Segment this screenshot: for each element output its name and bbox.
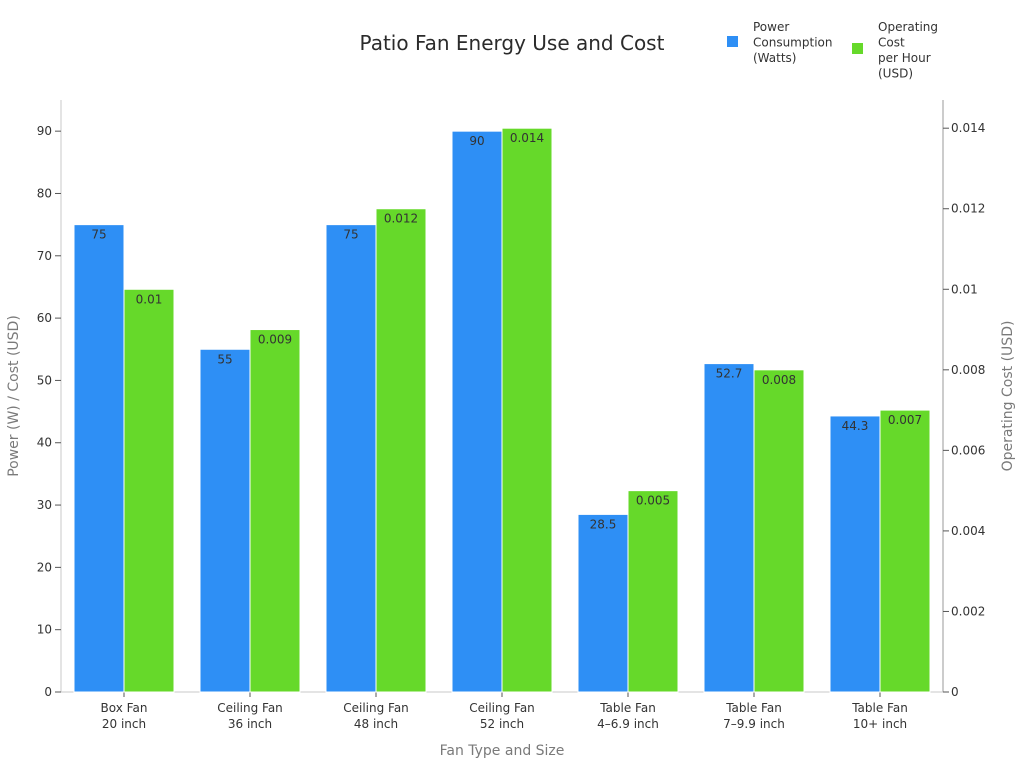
y2-tick-label: 0.006	[951, 443, 985, 457]
bar-value-label: 0.014	[510, 131, 544, 145]
bar-value-label: 28.5	[590, 517, 617, 531]
bar-value-label: 52.7	[716, 367, 743, 381]
bar-series-2	[123, 288, 175, 693]
bar-series-2	[501, 127, 553, 693]
x-tick-label: Table Fan 7–9.9 inch	[723, 701, 785, 731]
y-tick-label: 80	[37, 186, 52, 200]
y-tick-label: 60	[37, 311, 52, 325]
y-tick-label: 90	[37, 124, 52, 138]
chart-title: Patio Fan Energy Use and Cost	[360, 31, 665, 55]
y2-tick-label: 0.012	[951, 202, 985, 216]
legend-label-2: Operating Cost per Hour (USD)	[878, 20, 938, 81]
y2-tick-label: 0.002	[951, 604, 985, 618]
bar-value-label: 55	[217, 352, 232, 366]
y-tick-label: 20	[37, 560, 52, 574]
bar-series-2	[375, 208, 427, 693]
bar-series-1	[325, 224, 377, 693]
bar-value-label: 0.009	[258, 333, 292, 347]
legend-swatch-1	[727, 36, 738, 47]
bar-series-1	[199, 348, 251, 693]
x-tick-label: Ceiling Fan 36 inch	[217, 701, 283, 731]
bar-value-label: 0.007	[888, 413, 922, 427]
bar-series-1	[703, 363, 755, 693]
y-tick-label: 10	[37, 623, 52, 637]
y-axis-title: Power (W) / Cost (USD)	[6, 315, 22, 477]
bar-series-1	[451, 130, 503, 693]
y-tick-label: 40	[37, 436, 52, 450]
bar-value-label: 0.005	[636, 494, 670, 508]
x-tick-label: Table Fan 10+ inch	[851, 701, 908, 731]
legend: Power Consumption (Watts) Operating Cost per …	[727, 20, 938, 81]
bar-value-label: 44.3	[842, 419, 869, 433]
bars-group: 75 0.01 55 0.009 75 0.012 90 0.014 28.5 0.005 52.7…	[73, 127, 931, 693]
bar-series-1	[73, 224, 125, 693]
bar-value-label: 90	[469, 134, 484, 148]
bar-series-2	[627, 490, 679, 693]
y2-tick-label: 0.008	[951, 363, 985, 377]
bar-value-label: 75	[91, 228, 106, 242]
x-tick-label: Box Fan 20 inch	[101, 701, 148, 731]
y2-tick-label: 0.014	[951, 121, 985, 135]
y2-tick-label: 0.01	[951, 282, 978, 296]
x-axis-title: Fan Type and Size	[440, 743, 565, 759]
legend-label-1: Power Consumption (Watts)	[753, 20, 832, 65]
bar-series-2	[249, 329, 301, 693]
bar-value-label: 0.008	[762, 373, 796, 387]
legend-swatch-2	[852, 43, 863, 54]
bar-series-1	[577, 513, 629, 693]
bar-series-2	[753, 369, 805, 693]
bar-series-2	[879, 409, 931, 693]
bar-value-label: 75	[343, 228, 358, 242]
x-tick-label: Table Fan 4–6.9 inch	[597, 701, 659, 731]
y-tick-label: 50	[37, 373, 52, 387]
y-tick-label: 70	[37, 249, 52, 263]
bar-value-label: 0.012	[384, 212, 418, 226]
y-tick-label: 0	[44, 685, 52, 699]
x-tick-label: Ceiling Fan 52 inch	[469, 701, 535, 731]
bar-series-1	[829, 415, 881, 693]
bar-value-label: 0.01	[136, 292, 163, 306]
y2-tick-label: 0	[951, 685, 959, 699]
y2-tick-label: 0.004	[951, 524, 985, 538]
y-tick-label: 30	[37, 498, 52, 512]
y2-axis-title: Operating Cost (USD)	[1000, 321, 1016, 472]
x-tick-label: Ceiling Fan 48 inch	[343, 701, 409, 731]
axes-group: 0 10 20 30 40 50 60 70 80 90 0 0.002 0.004 0.006 0.008…	[37, 100, 985, 731]
